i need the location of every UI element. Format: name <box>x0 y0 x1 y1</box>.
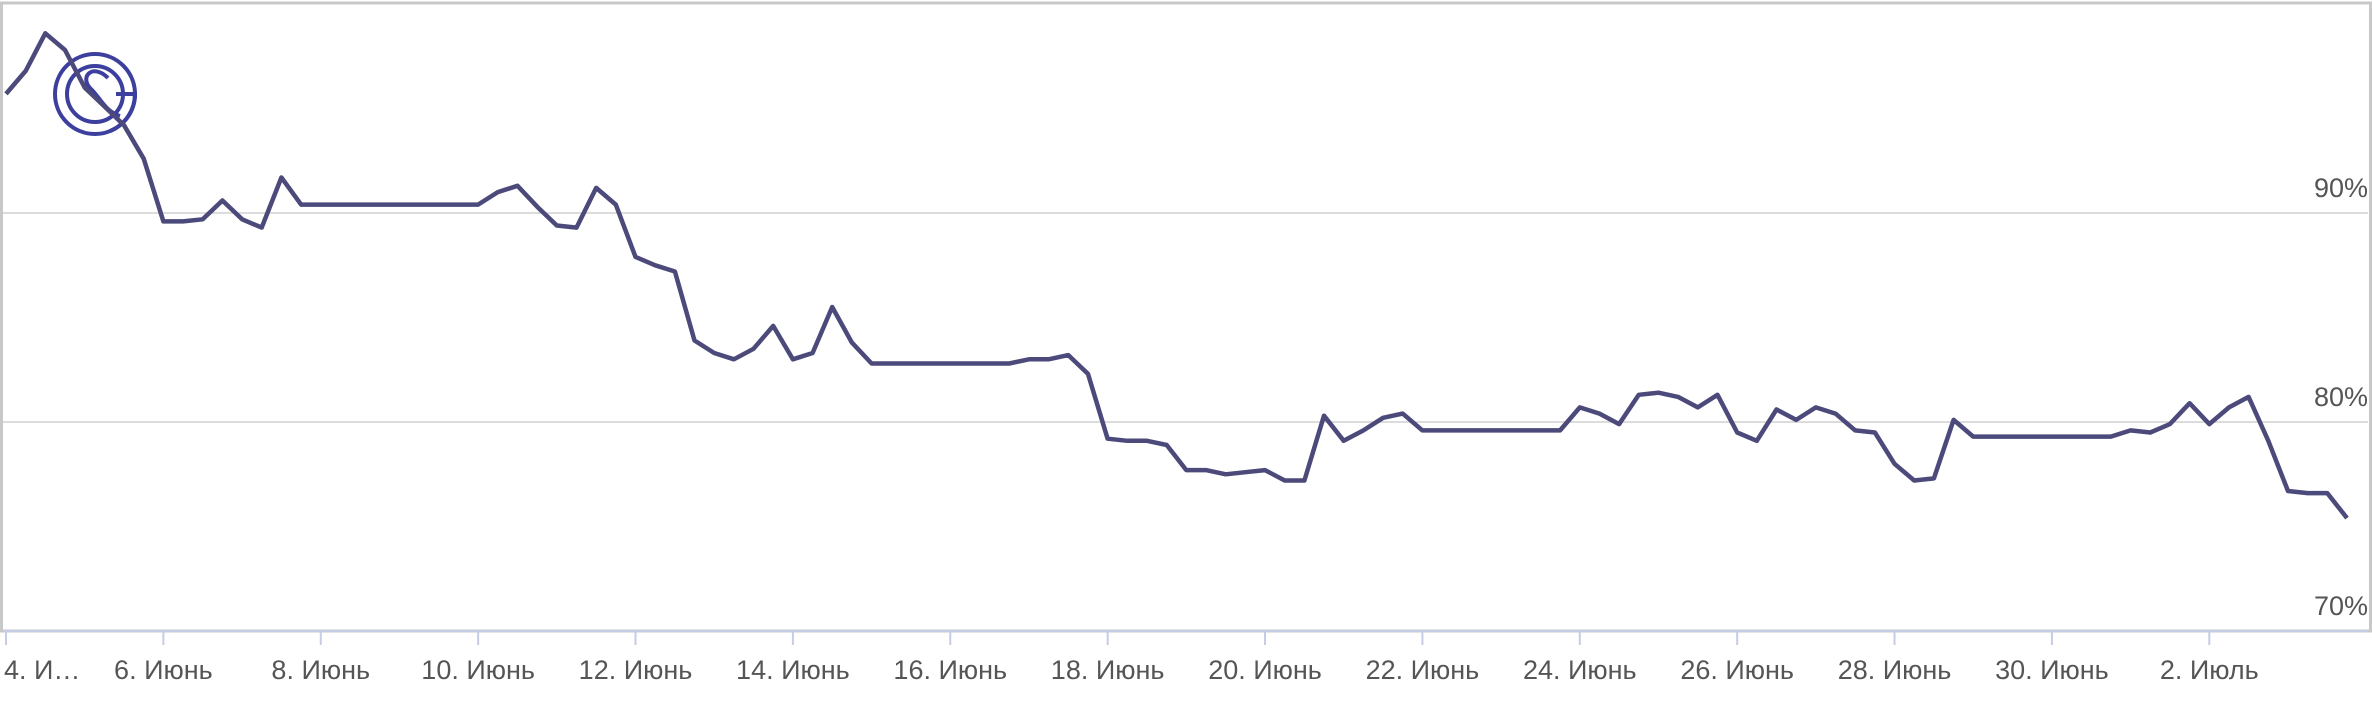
x-tick-label: 4. И… <box>4 655 80 685</box>
x-tick-label: 6. Июнь <box>114 655 213 685</box>
x-tick-label: 16. Июнь <box>893 655 1007 685</box>
x-tick-label: 18. Июнь <box>1051 655 1165 685</box>
x-tick-label: 14. Июнь <box>736 655 850 685</box>
x-tick-label: 2. Июль <box>2160 655 2259 685</box>
x-tick-label: 28. Июнь <box>1838 655 1952 685</box>
x-tick-label: 22. Июнь <box>1366 655 1480 685</box>
x-tick-label: 12. Июнь <box>579 655 693 685</box>
x-tick-label: 8. Июнь <box>271 655 370 685</box>
x-tick-label: 10. Июнь <box>421 655 535 685</box>
y-tick-label: 90% <box>2314 173 2368 203</box>
x-tick-label: 30. Июнь <box>1995 655 2109 685</box>
y-tick-label: 70% <box>2314 591 2368 621</box>
y-tick-label: 80% <box>2314 382 2368 412</box>
x-tick-label: 20. Июнь <box>1208 655 1322 685</box>
x-tick-label: 24. Июнь <box>1523 655 1637 685</box>
plot-frame <box>0 1 2372 633</box>
x-tick-label: 26. Июнь <box>1680 655 1794 685</box>
data-line <box>4 31 2349 520</box>
